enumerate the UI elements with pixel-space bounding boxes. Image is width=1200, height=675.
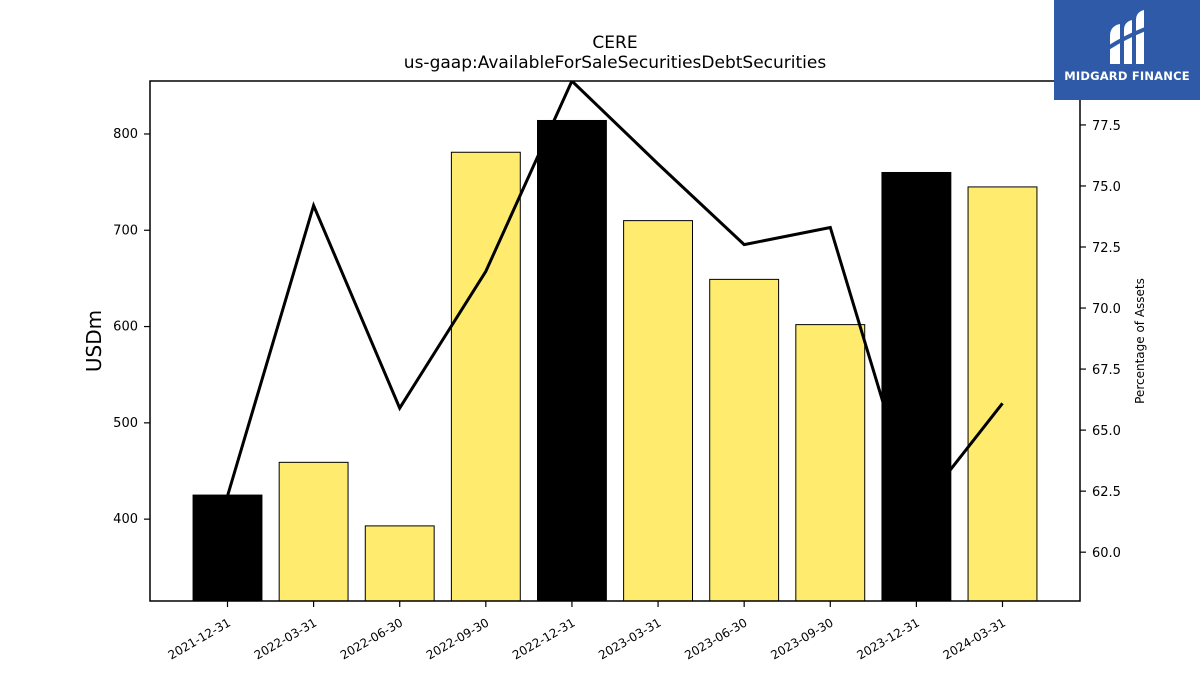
y-tick-label: 400 (113, 512, 138, 527)
y2-tick-label: 77.5 (1092, 119, 1121, 134)
x-tick-label: 2022-12-31 (510, 615, 577, 662)
y-axis-left: 400 500 600 700 800 (113, 127, 150, 527)
chart-subtitle: us-gaap:AvailableForSaleSecuritiesDebtSe… (404, 53, 827, 73)
bar-2023-12-31 (881, 171, 952, 602)
y2-tick-label: 60.0 (1092, 546, 1121, 561)
bar-2022-03-31 (278, 461, 349, 602)
y2-tick-label: 62.5 (1092, 485, 1121, 500)
y-tick-label: 700 (113, 223, 138, 238)
x-tick-label: 2023-09-30 (768, 615, 835, 662)
x-tick-label: 2024-03-31 (941, 615, 1008, 662)
y-tick-label: 500 (113, 416, 138, 431)
y-tick-label: 600 (113, 320, 138, 335)
y2-axis-label: Percentage of Assets (1133, 278, 1147, 404)
logo-mark-icon (1106, 10, 1149, 64)
y2-tick-label: 70.0 (1092, 302, 1121, 317)
plot-frame (149, 80, 1081, 602)
x-tick-label: 2022-09-30 (424, 615, 491, 662)
x-tick-label: 2023-06-30 (682, 615, 749, 662)
y2-tick-label: 75.0 (1092, 180, 1121, 195)
line-group (226, 81, 1004, 517)
bar-2022-06-30 (364, 525, 435, 602)
bar-2023-09-30 (795, 324, 866, 602)
bar-group (192, 119, 1038, 602)
y-tick-label: 800 (113, 127, 138, 142)
x-axis: 2021-12-31 2022-03-31 2022-06-30 2022-09-30… (166, 601, 1008, 662)
bar-2022-09-30 (450, 151, 521, 602)
bar-2023-06-30 (709, 278, 780, 602)
y-axis-right: 60.0 62.5 65.0 67.5 70.0 72.5 75.0 77.5 (1080, 119, 1121, 561)
y2-tick-label: 72.5 (1092, 241, 1121, 256)
y2-tick-label: 65.0 (1092, 424, 1121, 439)
bar-2021-12-31 (192, 494, 263, 602)
bar-2022-12-31 (537, 119, 607, 602)
bar-2023-03-31 (623, 220, 693, 602)
bar-2024-03-31 (967, 186, 1038, 602)
chart-title: CERE (592, 33, 637, 53)
logo-text: MIDGARD FINANCE (1064, 69, 1190, 83)
x-tick-label: 2022-06-30 (338, 615, 405, 662)
y2-tick-label: 67.5 (1092, 363, 1121, 378)
x-tick-label: 2022-03-31 (252, 615, 319, 662)
y-axis-label: USDm (82, 310, 106, 372)
x-tick-label: 2023-03-31 (596, 615, 663, 662)
brand-logo: MIDGARD FINANCE (1054, 0, 1200, 100)
x-tick-label: 2023-12-31 (854, 615, 921, 662)
x-tick-label: 2021-12-31 (166, 615, 233, 662)
percentage-line (226, 81, 1004, 517)
